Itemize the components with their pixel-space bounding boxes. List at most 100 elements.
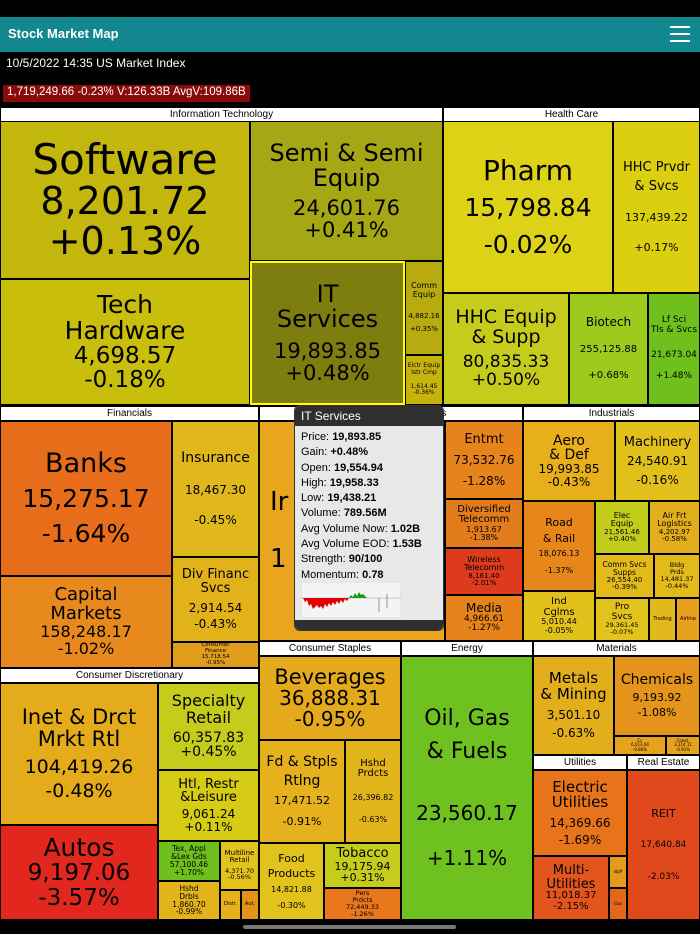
tile-metals-mining[interactable]: Metals & Mining 3,501.10 -0.63% (533, 656, 614, 755)
tile-entmt[interactable]: Entmt 73,532.76 -1.28% (445, 421, 523, 499)
tile-name: Banks (45, 448, 127, 480)
tooltip-value: 0.78 (362, 568, 384, 581)
sector-header-health-care[interactable]: Health Care (443, 107, 700, 122)
tile-semi-equip[interactable]: Semi & Semi Equip 24,601.76 +0.41% (250, 121, 443, 261)
tile-change: -0.07% (610, 627, 634, 636)
tile-comm-equip[interactable]: Comm Equip 4,882.16 +0.35% (405, 261, 443, 355)
tile-capital-markets[interactable]: Capital Markets 158,248.17 -1.02% (0, 576, 172, 668)
tooltip-row-open: Open: 19,554.94 (295, 461, 443, 476)
tile-name: Elec (613, 510, 631, 520)
tile-software[interactable]: Software 8,201.72 +0.13% (0, 121, 250, 279)
tile-food-products[interactable]: Food Products 14,821.88 -0.30% (259, 843, 324, 920)
tooltip-label: Open: (301, 461, 331, 474)
sector-header-cons-staples[interactable]: Consumer Staples (259, 641, 401, 656)
tile-fd-stpls-rtlng[interactable]: Fd & Stpls Rtlng 17,471.52 -0.91% (259, 740, 345, 843)
tile-lf-sci[interactable]: Lf Sci Tls & Svcs 21,673.04 +1.48% (648, 293, 700, 405)
tile-autos[interactable]: Autos 9,197.06 -3.57% (0, 825, 158, 920)
tile-hshd-prdcts[interactable]: Hshd Prdcts 26,396.82 -0.63% (345, 740, 401, 843)
tooltip-row-strength: Strength: 90/100 (295, 552, 443, 567)
tile-biotech[interactable]: Biotech 255,125.88 +0.68% (569, 293, 648, 405)
tile-name: Autos (43, 833, 115, 863)
tile-wireless-telecomm[interactable]: Wireless Telecomm 8,161.40 -2.01% (445, 548, 523, 595)
tile-name: Prdcts (357, 768, 389, 780)
sector-header-energy[interactable]: Energy (401, 641, 533, 656)
tile-change: -1.02% (57, 638, 115, 658)
tile-tex-appl[interactable]: Tex, Appl &Lex Gds 57,100.46 +1.70% (158, 841, 220, 881)
tile-value: 29,361.45 (605, 621, 639, 630)
tile-hshd-drbls[interactable]: Hshd Drbls 1,860.70 -0.99% (158, 881, 220, 920)
sector-header-materials[interactable]: Materials (533, 641, 700, 656)
tooltip-label: Avg Volume EOD: (301, 538, 390, 551)
tile-aero-def[interactable]: Aero & Def 19,993.85 -0.43% (523, 421, 615, 501)
tile-chemicals[interactable]: Chemicals 9,193.92 -1.08% (614, 656, 700, 736)
sector-header-financials[interactable]: Financials (0, 406, 259, 421)
tooltip-label: Strength: (301, 553, 346, 566)
tile-containers[interactable]: Cr. 6,013.04 -0.86% (614, 736, 666, 755)
tooltip-value: 90/100 (348, 553, 383, 566)
tile-it-services[interactable]: IT Services 19,893.85 +0.48% (250, 261, 405, 405)
tile-change: +0.45% (180, 744, 237, 761)
tile-tobacco[interactable]: Tobacco 19,175.94 +0.31% (324, 843, 401, 888)
tile-change: -1.28% (462, 473, 506, 488)
sector-header-industrials[interactable]: Industrials (523, 406, 700, 421)
tile-htl-restr-leisure[interactable]: Htl, Restr &Leisure 9,061.24 +0.11% (158, 770, 259, 841)
tile-consumer-finance[interactable]: Consumer Finance 15,718.54 -0.95% (172, 642, 259, 668)
tile-reit[interactable]: REIT 17,640.84 -2.03% (627, 770, 700, 920)
tile-tech-hardware[interactable]: Tech Hardware 4,698.57 -0.18% (0, 279, 250, 405)
market-index-summary[interactable]: 1,719,249.66 -0.23% V:126.33B AvgV:109.8… (3, 85, 250, 102)
tile-road-rail[interactable]: Road & Rail 18,076.13 -1.37% (523, 501, 595, 591)
tile-beverages[interactable]: Beverages 36,888.31 -0.95% (259, 656, 401, 740)
tile-auto-components[interactable]: Aut. (241, 890, 259, 920)
tile-banks[interactable]: Banks 15,275.17 -1.64% (0, 421, 172, 576)
tile-name: Equip (312, 163, 381, 192)
tile-name: Retail (229, 856, 250, 865)
tile-air-frt-logistics[interactable]: Air Frt Logistics 4,202.97 -0.58% (649, 501, 700, 554)
tile-name: Utilities (546, 876, 596, 892)
tile-change: -0.86% (632, 746, 648, 752)
tile-value: 19,893.85 (274, 339, 381, 364)
tile-electric-utilities[interactable]: Electric Utilities 14,369.66 -1.69% (533, 770, 627, 856)
tile-hhc-prvdr[interactable]: HHC Prvdr & Svcs 137,439.22 +0.17% (613, 121, 700, 293)
tile-inet-drct-mrkt[interactable]: Inet & Drct Mrkt Rtl 104,419.26 -0.48% (0, 683, 158, 825)
tooltip-value: 789.56M (343, 507, 387, 520)
sector-header-utilities[interactable]: Utilities (533, 755, 627, 770)
tile-ind-power[interactable]: IdpP (609, 856, 627, 888)
tile-oil-gas-fuels[interactable]: Oil, Gas & Fuels 23,560.17 +1.11% (401, 656, 533, 920)
sector-header-real-estate[interactable]: Real Estate (627, 755, 700, 770)
tile-change: -0.58% (662, 534, 687, 543)
tile-pharm[interactable]: Pharm 15,798.84 -0.02% (443, 121, 613, 293)
tile-name: Road (545, 516, 573, 530)
tile-specialty-retail[interactable]: Specialty Retail 60,357.83 +0.45% (158, 683, 259, 770)
hamburger-menu-icon[interactable] (670, 26, 690, 42)
tile-pro-svcs[interactable]: Pro Svcs 29,361.45 -0.07% (595, 598, 649, 641)
tile-ind-cglms[interactable]: Ind Cglms 5,010.44 -0.05% (523, 591, 595, 641)
tile-elctr-equip[interactable]: Elctr Equip Istr Cmp 1,614.45 -0.36% (405, 355, 443, 405)
tile-bldg-prds[interactable]: Bldg Prds 14,481.37 -0.44% (654, 554, 700, 598)
tile-change: -1.69% (558, 832, 602, 847)
tile-change: -0.43% (547, 474, 591, 489)
sector-header-it[interactable]: Information Technology (0, 107, 443, 122)
tile-multiline-retail[interactable]: Multiline Retail 4,371.70 -0.56% (220, 841, 259, 890)
tile-machinery[interactable]: Machinery 24,540.91 -0.16% (615, 421, 700, 501)
tile-airlines[interactable]: Airline (676, 598, 700, 641)
tile-value: 14,481.37 (660, 575, 694, 583)
tile-multi-utilities[interactable]: Multi- Utilities 11,018.37 -2.15% (533, 856, 609, 920)
tile-elec-equip[interactable]: Elec Equip 21,561.46 +0.40% (595, 501, 649, 554)
tile-trading[interactable]: Trading (649, 598, 676, 641)
tile-gas-utilities[interactable]: Gas (609, 888, 627, 920)
tile-insurance[interactable]: Insurance 18,467.30 -0.45% (172, 421, 259, 557)
tile-pers-prdcts[interactable]: Pers Prdcts 72,449.33 -1.26% (324, 888, 401, 920)
sector-header-cons-disc[interactable]: Consumer Discretionary (0, 668, 259, 683)
tile-media[interactable]: Media 4,966.61 -1.27% (445, 595, 523, 641)
tile-name: Media (465, 601, 503, 616)
tooltip-value: 1.02B (390, 522, 421, 535)
tile-value: 9,061.24 (181, 807, 236, 822)
tile-const-materials[interactable]: Const. 3,114.11 -0.91% (666, 736, 700, 755)
tile-distributors[interactable]: Distr. (220, 890, 241, 920)
home-indicator (243, 925, 456, 929)
tile-comm-svcs-supps[interactable]: Comm Svcs Supps 26,554.40 -0.39% (595, 554, 654, 598)
tile-change: -0.16% (636, 472, 679, 487)
tile-hhc-equip[interactable]: HHC Equip & Supp 80,835.33 +0.50% (443, 293, 569, 405)
tile-div-financ-svcs[interactable]: Div Financ Svcs 2,914.54 -0.43% (172, 557, 259, 642)
tile-diversified-telecomm[interactable]: Diversified Telecomm 1,913.67 -1.38% (445, 499, 523, 548)
